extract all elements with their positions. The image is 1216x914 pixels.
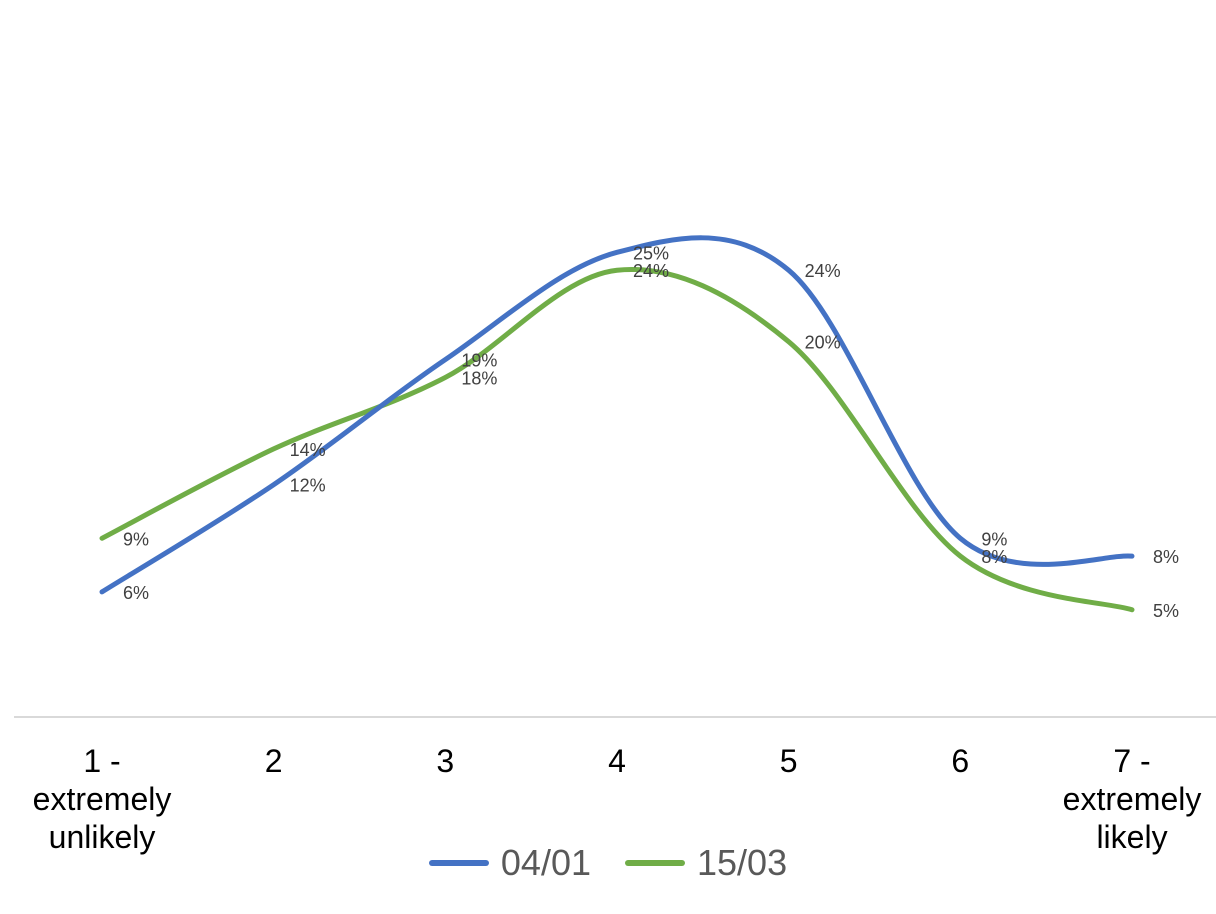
series-line-0 (99, 235, 1135, 595)
x-tick-label-line: 1 - (83, 743, 121, 779)
legend-swatch (625, 860, 685, 866)
data-label: 5% (1153, 601, 1179, 621)
x-tick-label-line: unlikely (48, 819, 156, 855)
x-tick-label-line: 6 (951, 743, 970, 779)
data-label: 24% (633, 261, 669, 281)
data-label: 18% (461, 368, 497, 388)
x-tick-label-line: 5 (779, 743, 798, 779)
legend: 04/01 15/03 (0, 838, 1216, 888)
legend-item: 15/03 (625, 842, 787, 884)
x-tick-label-line: likely (1096, 819, 1168, 855)
x-tick-label-line: extremely (1062, 781, 1202, 817)
x-tick-label: 2 (179, 742, 369, 780)
data-label: 12% (290, 476, 326, 496)
data-label: 19% (461, 351, 497, 371)
data-label: 25% (633, 243, 669, 263)
data-label: 8% (981, 547, 1007, 567)
x-tick-label: 3 (350, 742, 540, 780)
legend-label: 15/03 (697, 842, 788, 883)
data-label: 6% (123, 583, 149, 603)
data-label: 24% (805, 261, 841, 281)
x-tick-label: 7 - extremely likely (1037, 742, 1216, 856)
series-line-1 (99, 266, 1135, 613)
x-tick-label: 6 (865, 742, 1055, 780)
data-label: 14% (290, 440, 326, 460)
x-tick-label-line: 7 - (1113, 743, 1151, 779)
x-tick-label: 5 (694, 742, 884, 780)
data-label: 9% (123, 529, 149, 549)
x-tick-label: 4 (522, 742, 712, 780)
x-tick-label-line: 4 (608, 743, 626, 779)
data-label: 20% (805, 333, 841, 353)
x-tick-label-line: 2 (264, 743, 283, 779)
x-tick-label-line: extremely (32, 781, 172, 817)
data-label: 8% (1153, 547, 1179, 567)
data-label: 9% (981, 529, 1007, 549)
legend-item: 04/01 (428, 842, 591, 884)
x-tick-label: 1 - extremely unlikely (7, 742, 197, 856)
legend-swatch (428, 860, 489, 866)
x-tick-label-line: 3 (436, 743, 455, 779)
legend-label: 04/01 (500, 842, 591, 883)
